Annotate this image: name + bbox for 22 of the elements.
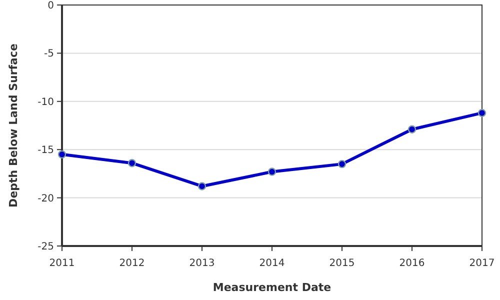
- y-tick-label: -25: [38, 242, 54, 252]
- point: [408, 125, 416, 134]
- y-tick-label: 0: [48, 0, 54, 12]
- point: [128, 158, 136, 168]
- y-tick-label: -5: [44, 48, 54, 60]
- point: [198, 182, 206, 190]
- point: [58, 150, 66, 159]
- y-tick-label: -10: [38, 96, 54, 108]
- x-tick-label: 2015: [329, 258, 355, 269]
- x-tick-label: 2012: [119, 258, 145, 269]
- x-tick-label: 2013: [189, 258, 215, 269]
- x-axis-title: Measurement Date: [212, 281, 332, 294]
- point: [268, 168, 276, 176]
- x-tick-label: 2011: [49, 258, 75, 269]
- y-axis-title: Depth Below Land Surface: [7, 44, 20, 208]
- y-tick-label: -20: [38, 193, 54, 204]
- x-tick-label: 2017: [469, 258, 495, 269]
- point: [478, 108, 486, 118]
- y-tick-label: -15: [38, 145, 54, 156]
- point: [338, 160, 346, 168]
- x-tick-label: 2016: [399, 258, 425, 269]
- x-tick-label: 2014: [259, 258, 285, 269]
